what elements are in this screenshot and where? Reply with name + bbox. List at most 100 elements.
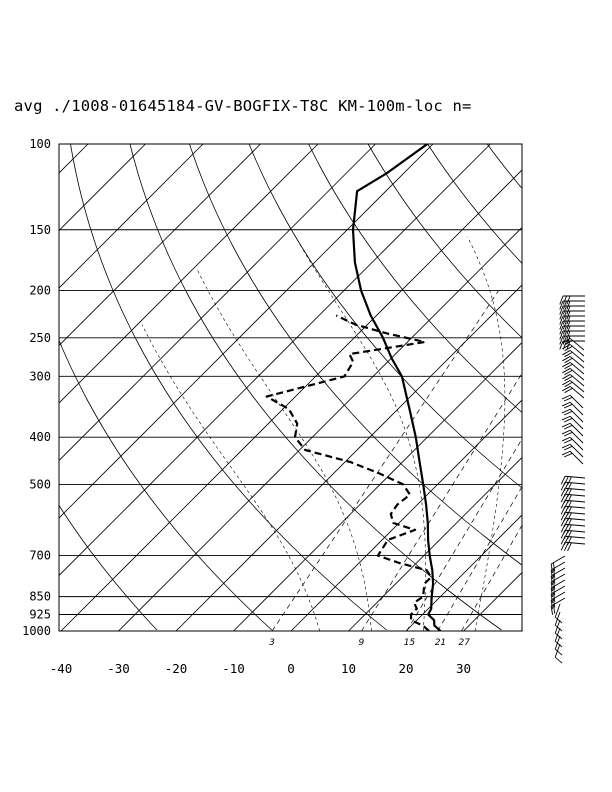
wind-barb-feather: [552, 592, 556, 602]
mixing-ratio-line: [361, 372, 522, 631]
wind-barb-feather: [562, 338, 571, 344]
wind-barb: [561, 436, 584, 451]
wind-barb-feather: [562, 335, 567, 345]
wind-barb-feather: [563, 445, 573, 451]
wind-barb: [550, 579, 566, 597]
wind-barb-staff: [569, 436, 584, 451]
wind-barb-staff: [554, 611, 561, 626]
wind-barb-staff: [569, 350, 585, 363]
wind-barb-feather: [561, 443, 571, 449]
wind-barb-feather: [559, 300, 564, 310]
wind-barb-feather: [561, 450, 571, 456]
wind-barb: [559, 300, 585, 310]
wind-barb-feather: [552, 568, 556, 578]
wind-barb-staff: [550, 585, 566, 595]
wind-barb: [562, 374, 585, 387]
wind-barb-feather: [566, 310, 571, 320]
wind-barb-feather: [562, 374, 571, 380]
isotherm-line: [59, 144, 434, 519]
wind-barb-feather: [562, 295, 567, 305]
wind-barb-feather: [560, 476, 566, 485]
pressure-tick-label: 700: [29, 549, 51, 563]
wind-barb-feather: [564, 375, 573, 382]
wind-barb-feather: [560, 500, 566, 509]
wind-barb-feather: [559, 295, 564, 305]
wind-barb: [561, 394, 584, 409]
dry-adiabat-line: [70, 144, 387, 631]
isotherm-line: [0, 144, 31, 631]
wind-barb-staff: [554, 643, 561, 658]
wind-barb-feather: [550, 575, 554, 585]
wind-barb-feather: [561, 436, 571, 442]
pressure-tick-label: 150: [29, 223, 51, 237]
wind-barb-feather: [563, 417, 573, 423]
wind-barb: [561, 422, 584, 437]
wind-barb-feather: [560, 530, 566, 539]
isotherm-line: [290, 399, 522, 631]
wind-barb: [562, 356, 585, 369]
wind-barb-feather: [561, 394, 571, 400]
wind-barb-staff: [550, 591, 566, 601]
mixing-ratio-line: [406, 438, 522, 631]
dry-adiabat-line: [486, 144, 522, 190]
wind-barb-feather: [550, 605, 554, 615]
pressure-tick-label: 500: [29, 477, 51, 491]
wind-barb: [559, 315, 585, 325]
wind-barb-feather: [560, 494, 566, 503]
wind-barb-staff: [565, 493, 586, 497]
wind-barb-feather: [554, 656, 563, 664]
wind-barb-feather: [563, 452, 573, 458]
moist-adiabat-line: [467, 236, 506, 631]
dry-adiabat-line: [189, 144, 522, 566]
wind-barb-feather: [562, 315, 567, 325]
wind-barb-feather: [562, 344, 571, 350]
temperature-tick-label: 30: [456, 661, 471, 676]
wind-barb-staff: [569, 374, 585, 387]
wind-barb-feather: [562, 380, 571, 386]
pressure-tick-label: 850: [29, 590, 51, 604]
wind-barb-staff: [569, 429, 584, 444]
wind-barb-feather: [562, 305, 567, 315]
wind-barb-staff: [550, 597, 566, 607]
temperature-tick-label: 10: [341, 661, 356, 676]
pressure-tick-label: 100: [29, 137, 51, 151]
isotherm-line: [59, 144, 146, 232]
isotherm-line: [175, 284, 522, 631]
wind-barb-feather: [562, 300, 567, 310]
wind-barb-staff: [550, 579, 566, 589]
wind-barb: [562, 344, 585, 357]
wind-barb: [561, 401, 584, 416]
wind-barb-feather: [561, 408, 571, 414]
mixing-ratio-line: [437, 486, 522, 631]
isotherm-line: [405, 514, 522, 631]
wind-barb-staff: [569, 443, 584, 458]
page-title: avg ./1008-01645184-GV-BOGFIX-T8C KM-100…: [14, 97, 472, 115]
wind-barb-feather: [560, 482, 566, 491]
temperature-profile-line: [351, 144, 442, 631]
wind-barb: [559, 320, 585, 330]
isotherm-line: [59, 144, 319, 404]
wind-barb-feather: [554, 624, 563, 632]
wind-barb-feather: [562, 356, 571, 362]
wind-barb-feather: [567, 542, 572, 552]
wind-barb: [560, 541, 586, 552]
dewpoint-profile-line: [265, 314, 433, 631]
wind-barb-feather: [554, 632, 563, 640]
wind-barb: [554, 643, 563, 664]
wind-barb: [550, 591, 566, 609]
wind-barb-feather: [552, 604, 556, 614]
wind-barb-staff: [565, 475, 586, 479]
wind-barb-feather: [564, 363, 573, 370]
mixing-ratio-label: 27: [458, 638, 470, 648]
wind-barbs: [550, 295, 586, 664]
wind-barb-feather: [554, 616, 563, 624]
wind-barb: [561, 443, 584, 458]
wind-barb-staff: [565, 487, 586, 491]
temperature-tick-label: -20: [165, 661, 188, 676]
dry-adiabat-line: [59, 339, 273, 631]
wind-barb: [554, 619, 563, 640]
moist-adiabat-line: [196, 268, 372, 631]
wind-barb-feather: [562, 320, 567, 330]
wind-barb-staff: [565, 481, 586, 485]
isotherm-line: [60, 169, 522, 631]
